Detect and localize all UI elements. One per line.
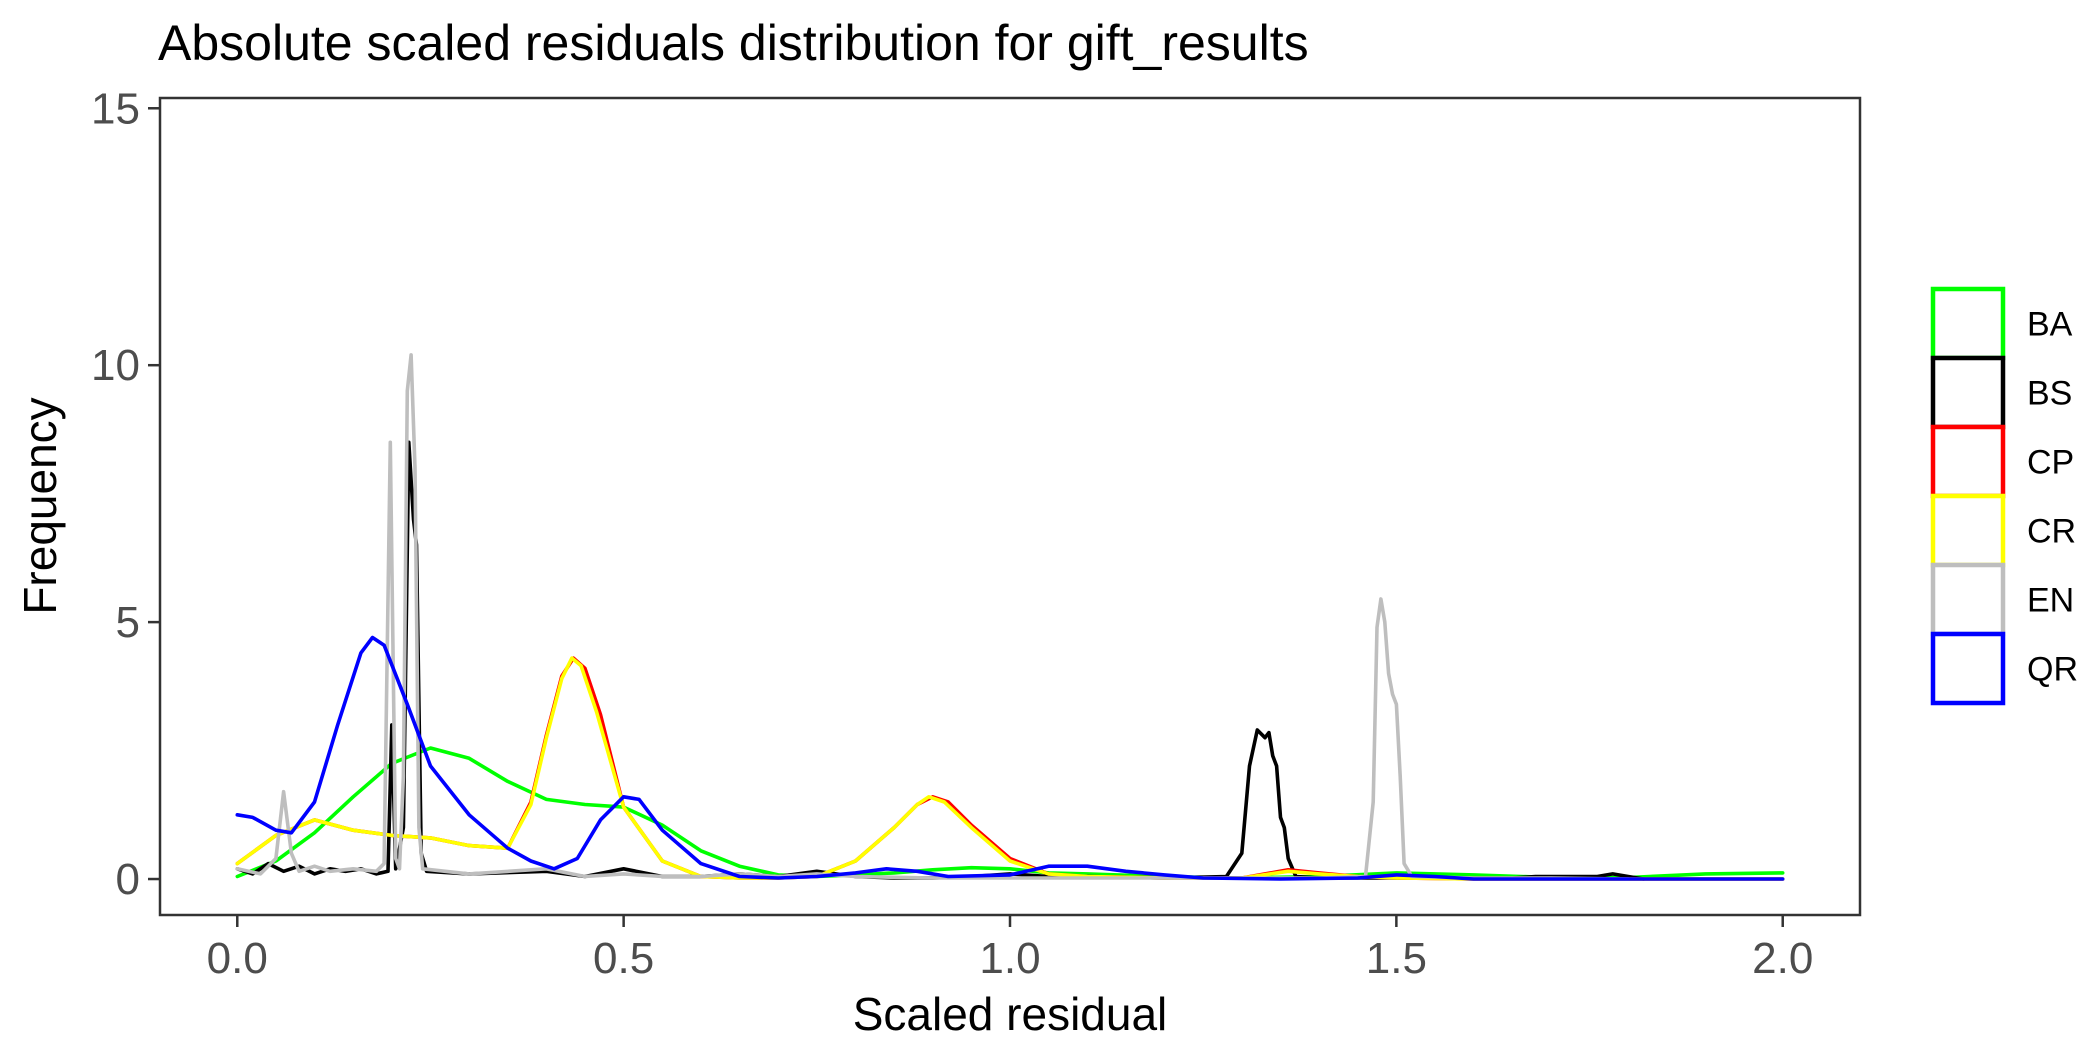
x-tick-label: 0.0 xyxy=(207,934,268,983)
y-tick-label: 5 xyxy=(116,598,140,647)
legend-label-bs: BS xyxy=(2027,375,2072,413)
x-axis-title: Scaled residual xyxy=(853,988,1168,1040)
x-tick-label: 1.0 xyxy=(979,934,1040,983)
series-line-en xyxy=(235,353,1630,881)
legend-label-cr: CR xyxy=(2027,513,2076,551)
x-tick-label: 2.0 xyxy=(1752,934,1813,983)
x-axis: 0.0 0.5 1.0 1.5 2.0 xyxy=(207,915,1813,983)
legend-key-bs xyxy=(1930,355,2006,430)
legend-key-ba xyxy=(1930,286,2006,361)
legend: BA BS CP CR EN QR xyxy=(1930,286,2078,706)
plot-panel xyxy=(158,96,1862,917)
legend-key-cr xyxy=(1930,493,2006,568)
legend-key-qr xyxy=(1930,631,2006,706)
legend-label-en: EN xyxy=(2027,582,2074,620)
y-tick-label: 0 xyxy=(116,855,140,904)
legend-key-cp xyxy=(1930,424,2006,499)
legend-label-qr: QR xyxy=(2027,651,2078,689)
legend-label-ba: BA xyxy=(2027,306,2073,344)
series-line-cr xyxy=(235,656,1785,881)
y-tick-label: 10 xyxy=(91,341,140,390)
series-layer xyxy=(235,353,1785,881)
series-line-bs xyxy=(235,440,1646,881)
y-axis: 0 5 10 15 xyxy=(91,84,160,904)
x-tick-label: 0.5 xyxy=(593,934,654,983)
y-tick-label: 15 xyxy=(91,84,140,133)
x-tick-label: 1.5 xyxy=(1366,934,1427,983)
legend-key-en xyxy=(1930,562,2006,637)
legend-label-cp: CP xyxy=(2027,444,2074,482)
chart-title: Absolute scaled residuals distribution f… xyxy=(158,15,1309,71)
series-line-qr xyxy=(235,635,1785,881)
y-axis-title: Frequency xyxy=(14,397,66,614)
